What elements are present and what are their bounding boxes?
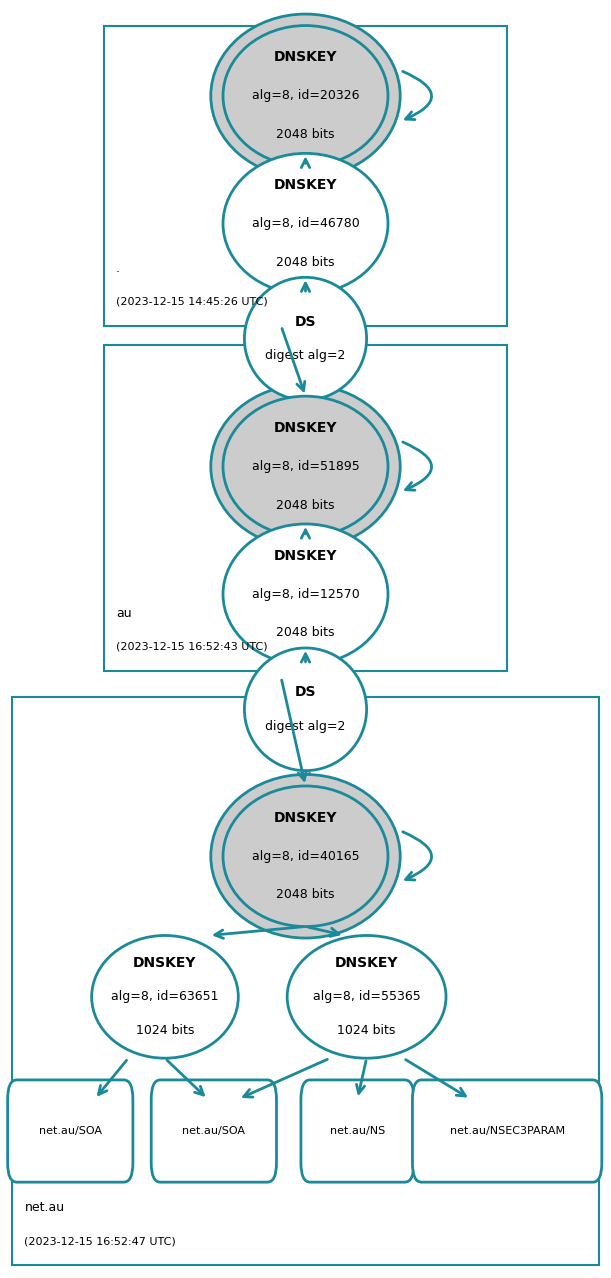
Text: 1024 bits: 1024 bits — [136, 1024, 194, 1036]
Ellipse shape — [92, 935, 238, 1058]
Text: (2023-12-15 16:52:47 UTC): (2023-12-15 16:52:47 UTC) — [24, 1236, 176, 1246]
Text: net.au/NS: net.au/NS — [330, 1126, 385, 1136]
FancyArrowPatch shape — [403, 442, 431, 491]
FancyBboxPatch shape — [104, 345, 507, 671]
Text: au: au — [116, 607, 132, 620]
Ellipse shape — [223, 26, 388, 166]
Text: .: . — [116, 262, 120, 275]
Ellipse shape — [244, 648, 367, 771]
Text: 2048 bits: 2048 bits — [276, 256, 335, 268]
FancyBboxPatch shape — [104, 26, 507, 326]
Text: DS: DS — [295, 314, 316, 328]
Text: alg=8, id=63651: alg=8, id=63651 — [111, 990, 219, 1003]
Ellipse shape — [211, 385, 400, 548]
Ellipse shape — [244, 277, 367, 400]
Text: alg=8, id=46780: alg=8, id=46780 — [252, 217, 359, 230]
Text: 1024 bits: 1024 bits — [337, 1024, 396, 1036]
Text: net.au/SOA: net.au/SOA — [182, 1126, 246, 1136]
FancyArrowPatch shape — [403, 832, 431, 881]
Ellipse shape — [211, 14, 400, 178]
Text: DNSKEY: DNSKEY — [274, 420, 337, 435]
Text: digest alg=2: digest alg=2 — [265, 349, 346, 362]
Text: 2048 bits: 2048 bits — [276, 626, 335, 639]
Ellipse shape — [223, 153, 388, 294]
Text: alg=8, id=55365: alg=8, id=55365 — [313, 990, 420, 1003]
Text: DNSKEY: DNSKEY — [274, 810, 337, 824]
FancyArrowPatch shape — [403, 72, 431, 120]
Text: DNSKEY: DNSKEY — [335, 956, 398, 970]
Text: alg=8, id=40165: alg=8, id=40165 — [252, 850, 359, 863]
Text: DNSKEY: DNSKEY — [274, 548, 337, 562]
FancyBboxPatch shape — [151, 1080, 276, 1182]
Ellipse shape — [223, 396, 388, 537]
Text: 2048 bits: 2048 bits — [276, 128, 335, 141]
Text: DNSKEY: DNSKEY — [133, 956, 197, 970]
Text: (2023-12-15 16:52:43 UTC): (2023-12-15 16:52:43 UTC) — [116, 642, 268, 652]
Text: alg=8, id=51895: alg=8, id=51895 — [252, 460, 359, 473]
Ellipse shape — [211, 774, 400, 938]
Text: 2048 bits: 2048 bits — [276, 888, 335, 901]
Text: alg=8, id=12570: alg=8, id=12570 — [252, 588, 359, 601]
Ellipse shape — [223, 524, 388, 665]
Text: digest alg=2: digest alg=2 — [265, 720, 346, 732]
Text: alg=8, id=20326: alg=8, id=20326 — [252, 89, 359, 102]
Ellipse shape — [287, 935, 446, 1058]
Ellipse shape — [223, 786, 388, 927]
Text: net.au/SOA: net.au/SOA — [38, 1126, 102, 1136]
Text: 2048 bits: 2048 bits — [276, 498, 335, 511]
FancyBboxPatch shape — [12, 697, 599, 1265]
Text: DS: DS — [295, 685, 316, 699]
Text: DNSKEY: DNSKEY — [274, 178, 337, 192]
FancyBboxPatch shape — [8, 1080, 133, 1182]
Text: net.au/NSEC3PARAM: net.au/NSEC3PARAM — [450, 1126, 565, 1136]
FancyBboxPatch shape — [412, 1080, 602, 1182]
Text: (2023-12-15 14:45:26 UTC): (2023-12-15 14:45:26 UTC) — [116, 296, 268, 307]
Text: net.au: net.au — [24, 1201, 65, 1214]
FancyBboxPatch shape — [301, 1080, 414, 1182]
Text: DNSKEY: DNSKEY — [274, 50, 337, 64]
